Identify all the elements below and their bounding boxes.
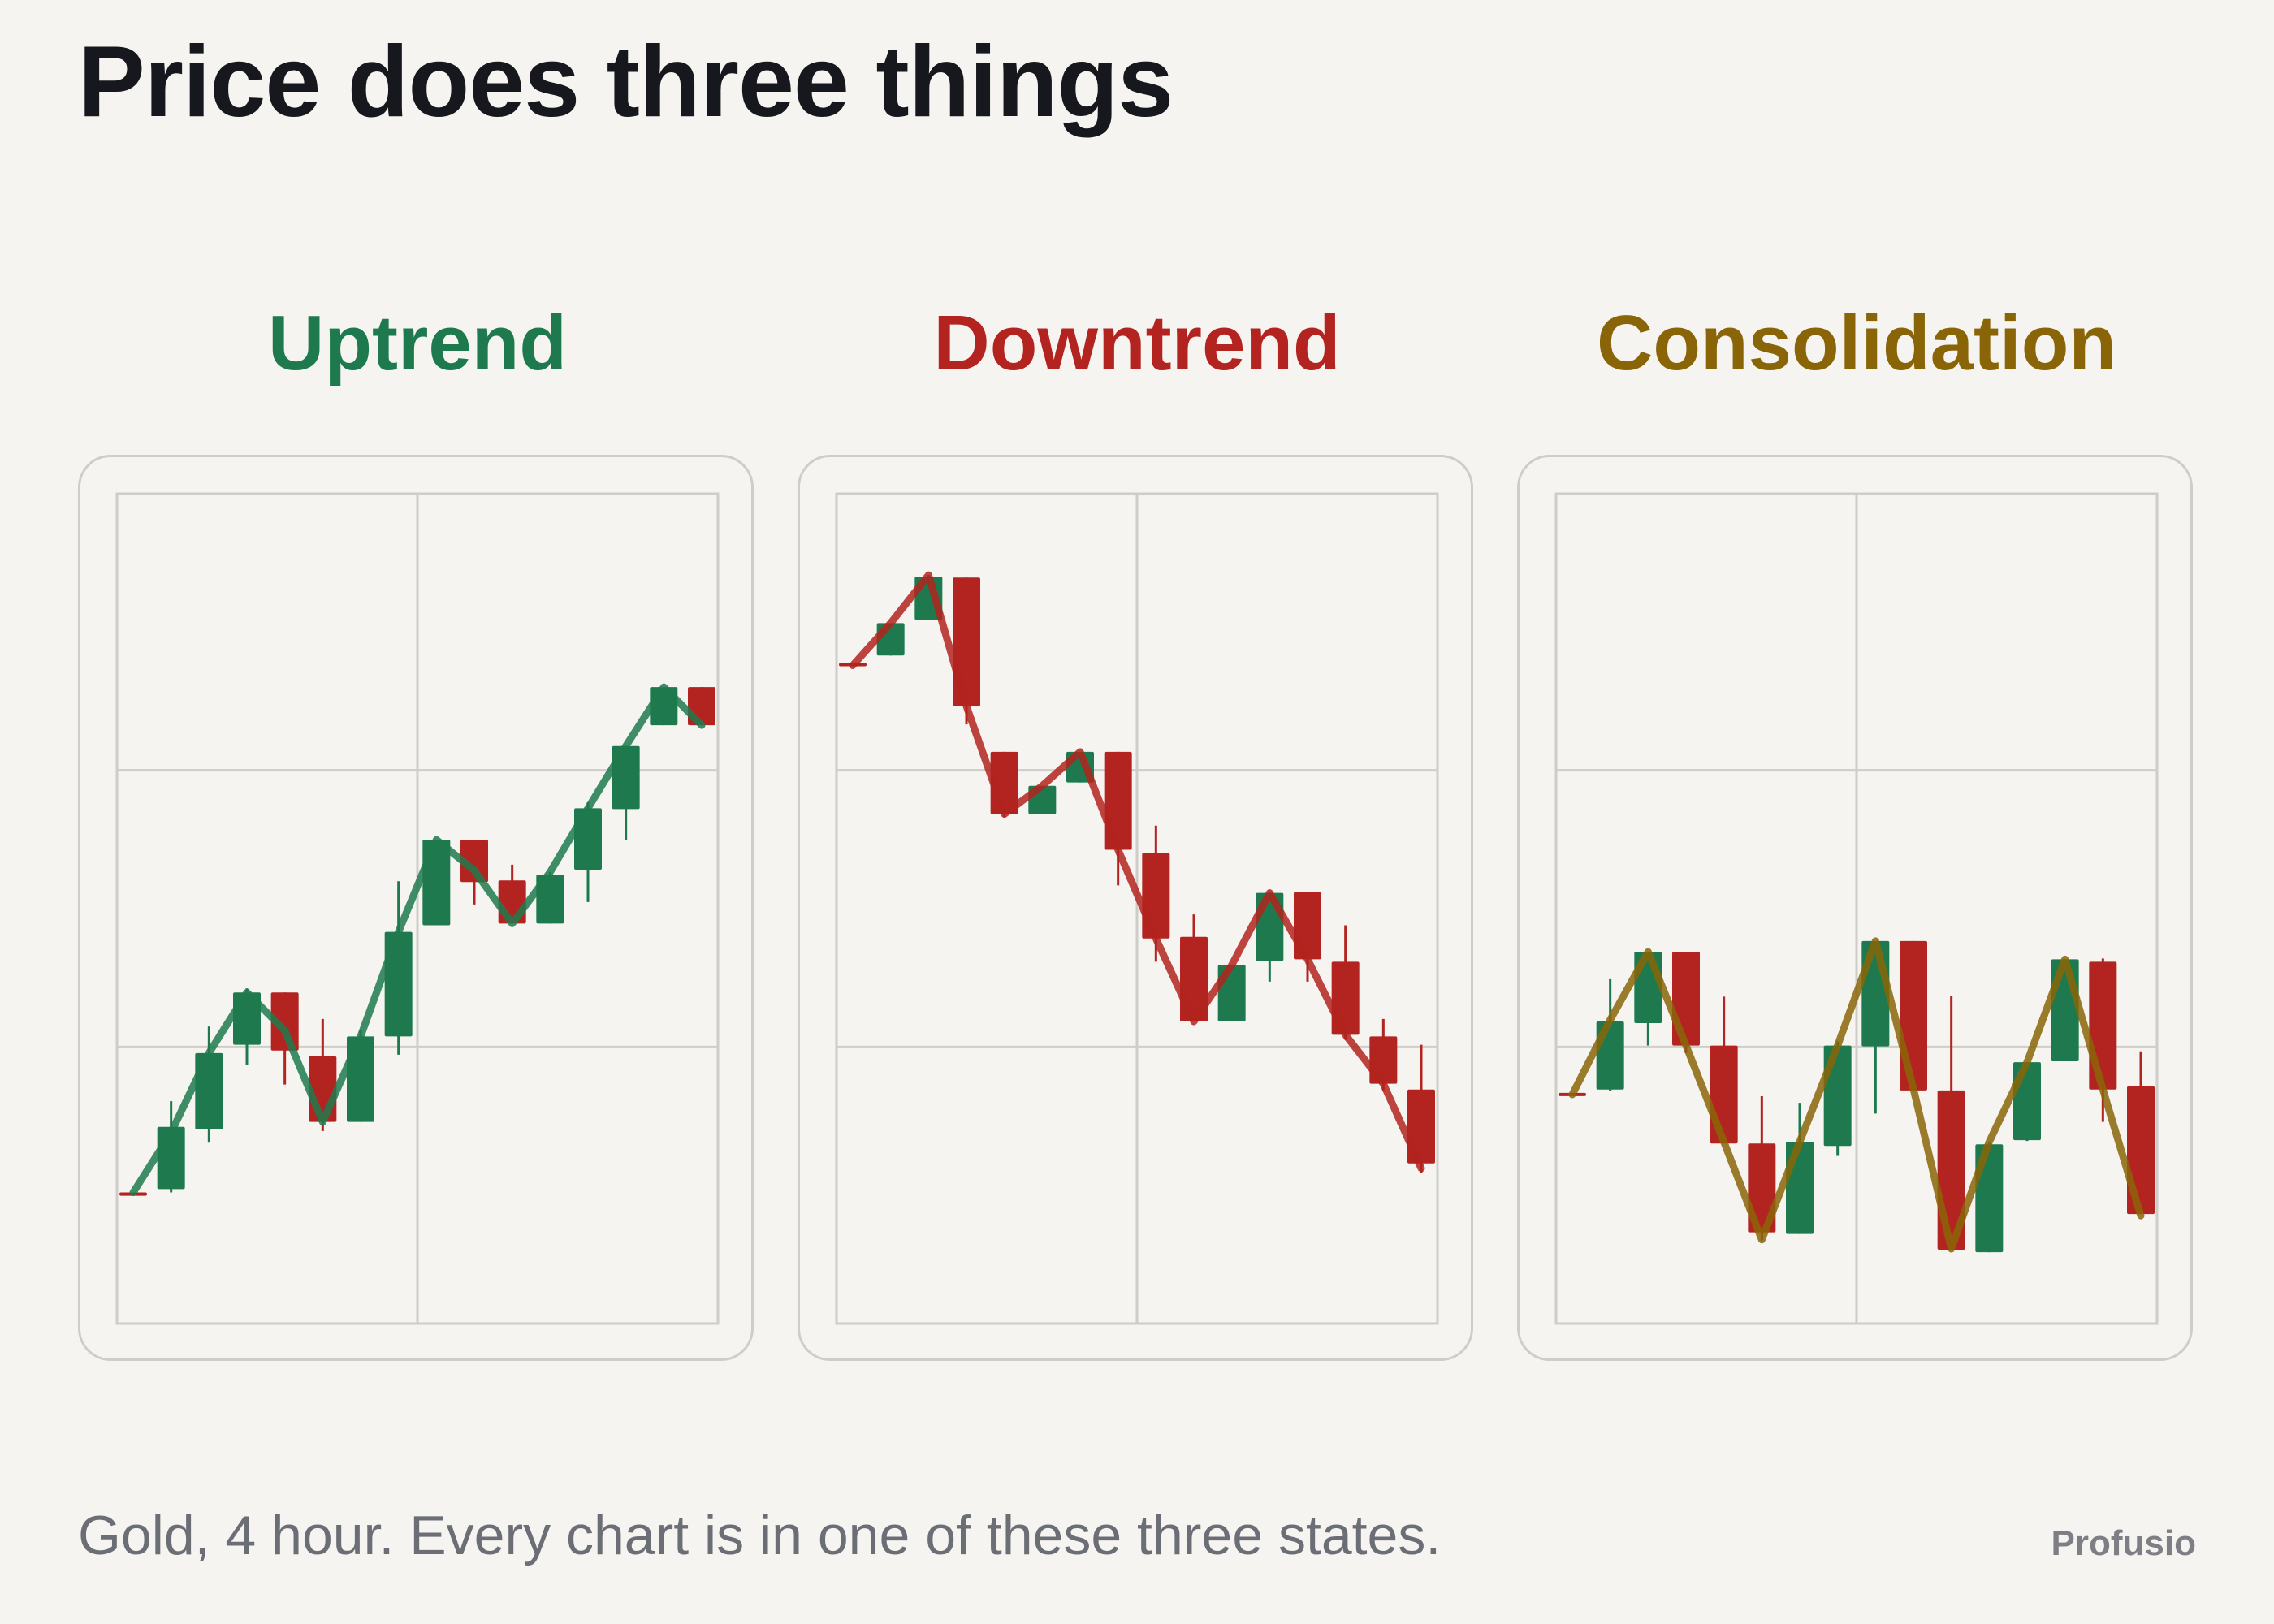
consolidation-candle-body	[1710, 1045, 1738, 1144]
page-title: Price does three things	[78, 26, 1174, 138]
uptrend-candle-body	[422, 840, 451, 926]
uptrend-candle-body	[460, 840, 488, 883]
consolidation-trend-line	[1568, 937, 2145, 1253]
chart-card-consolidation	[1517, 455, 2193, 1361]
uptrend-candle-body	[498, 880, 526, 924]
panel-heading-uptrend: Uptrend	[268, 300, 567, 387]
consolidation-chart	[1554, 492, 2159, 1325]
uptrend-candle-body	[195, 1052, 223, 1129]
consolidation-candle-body	[2013, 1062, 2041, 1141]
consolidation-candle-body	[2089, 961, 2117, 1090]
footer-caption: Gold, 4 hour. Every chart is in one of t…	[78, 1505, 1442, 1566]
consolidation-candle-body	[1861, 940, 1890, 1047]
chart-card-uptrend	[78, 455, 754, 1361]
uptrend-candle-body	[270, 992, 299, 1051]
consolidation-candle-body	[1900, 940, 1927, 1091]
downtrend-chart	[835, 492, 1439, 1325]
chart-card-downtrend	[798, 455, 1473, 1361]
brand-logo: Profusio	[2051, 1523, 2196, 1563]
panel-heading-downtrend: Downtrend	[933, 300, 1341, 387]
downtrend-trend-line	[849, 571, 1425, 1173]
consolidation-candle-body	[2051, 959, 2079, 1062]
downtrend-candle-body	[1331, 961, 1360, 1035]
downtrend-candle-body	[1104, 751, 1132, 850]
uptrend-chart	[115, 492, 720, 1325]
consolidation-candle-body	[1748, 1143, 1776, 1233]
consolidation-candle-body	[1672, 952, 1700, 1046]
consolidation-candle-body	[1786, 1142, 1814, 1234]
uptrend-candle-body	[384, 931, 413, 1037]
downtrend-candle-body	[1142, 853, 1170, 939]
downtrend-candle-body	[953, 577, 980, 706]
uptrend-trend-line	[129, 683, 706, 1197]
panel-heading-consolidation: Consolidation	[1597, 300, 2116, 387]
